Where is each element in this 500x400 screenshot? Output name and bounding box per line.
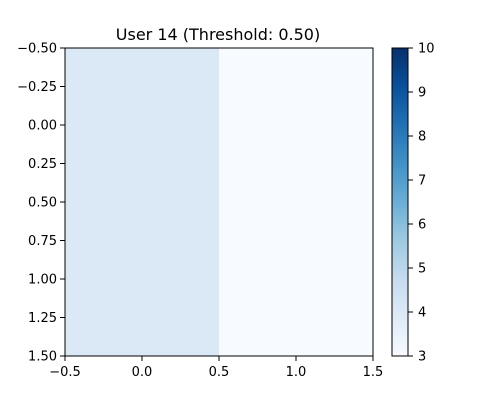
heatmap-cell [219, 202, 373, 356]
colorbar-tick-label: 8 [418, 130, 426, 145]
y-axis: −0.50 −0.25 0.00 0.25 0.50 0.75 1.00 1.25 1.50 [17, 42, 65, 365]
y-tick-label: −0.50 [17, 42, 57, 57]
y-tick-label: −0.25 [17, 80, 57, 95]
y-tick-label: 0.25 [28, 157, 57, 172]
x-tick-label: 1.0 [286, 365, 307, 380]
colorbar-tick-label: 7 [418, 174, 426, 189]
heatmap-cell [219, 48, 373, 202]
heatmap-cells [65, 48, 373, 356]
colorbar-tick-label: 9 [418, 86, 426, 101]
y-tick-label: 1.50 [28, 350, 57, 365]
y-tick-label: 0.00 [28, 119, 57, 134]
x-tick-label: 0.5 [209, 365, 230, 380]
x-tick-label: 0.0 [132, 365, 153, 380]
y-tick-label: 1.00 [28, 273, 57, 288]
colorbar-tick-label: 6 [418, 218, 426, 233]
colorbar-tick-label: 4 [418, 306, 426, 321]
heatmap-cell [65, 48, 219, 202]
y-tick-label: 0.75 [28, 234, 57, 249]
colorbar-tick-label: 5 [418, 262, 426, 277]
x-tick-label: −0.5 [49, 365, 81, 380]
colorbar-tick-label: 3 [418, 350, 426, 365]
chart-title: User 14 (Threshold: 0.50) [116, 25, 320, 44]
colorbar-axis: 3 4 5 6 7 8 9 10 [408, 42, 435, 365]
y-tick-label: 1.25 [28, 311, 57, 326]
colorbar-tick-label: 10 [418, 42, 435, 57]
x-axis: −0.5 0.0 0.5 1.0 1.5 [49, 356, 383, 380]
colorbar [391, 47, 409, 357]
x-tick-label: 1.5 [363, 365, 384, 380]
y-tick-label: 0.50 [28, 196, 57, 211]
heatmap-cell [65, 202, 219, 356]
